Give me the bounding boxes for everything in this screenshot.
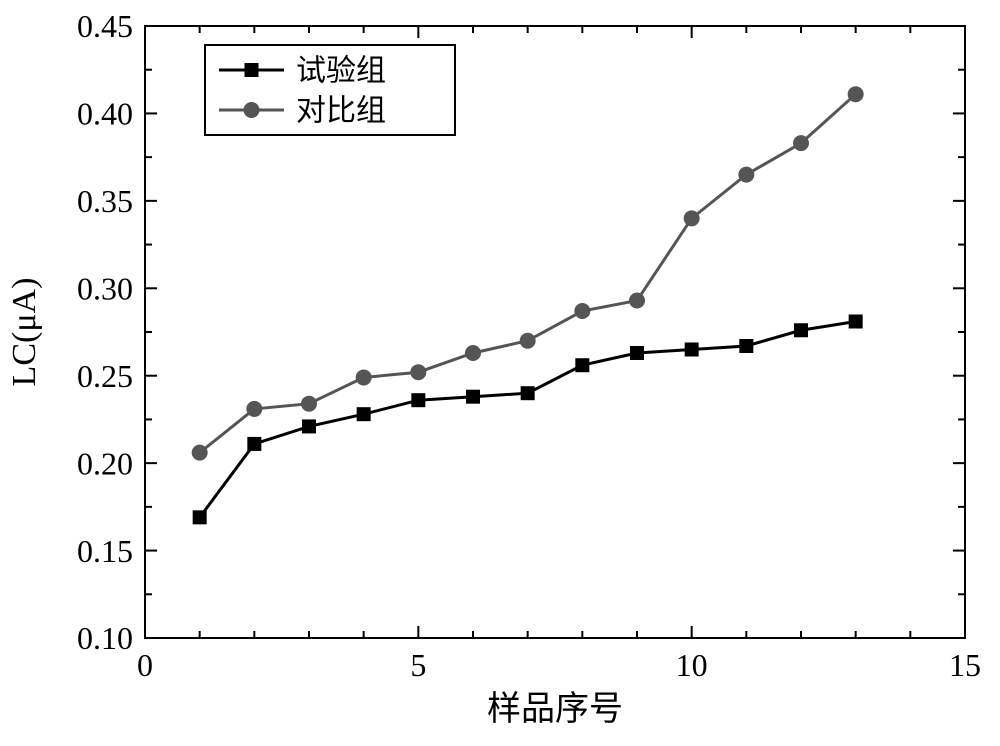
marker-ctrl [684,210,700,226]
marker-ctrl [848,86,864,102]
legend-marker-ctrl [244,102,260,118]
marker-ctrl [520,333,536,349]
marker-ctrl [738,167,754,183]
y-tick-label: 0.15 [77,533,133,569]
chart-bg [0,0,1000,746]
y-tick-label: 0.35 [77,183,133,219]
legend-marker-exp [245,63,259,77]
y-axis-label: LC(μA) [6,278,43,387]
marker-exp [193,510,207,524]
marker-ctrl [301,396,317,412]
marker-exp [466,390,480,404]
y-tick-label: 0.10 [77,620,133,656]
marker-ctrl [629,293,645,309]
marker-ctrl [410,364,426,380]
marker-exp [575,358,589,372]
marker-exp [739,339,753,353]
line-chart: 0 5 10 15 0.10 0.15 0.20 0.25 0.30 0.35 0.40 0.45 样品… [0,0,1000,746]
marker-exp [630,346,644,360]
marker-exp [521,386,535,400]
marker-exp [849,315,863,329]
y-tick-label: 0.25 [77,358,133,394]
marker-exp [357,407,371,421]
y-tick-label: 0.45 [77,8,133,44]
x-tick-label: 10 [676,647,708,683]
marker-exp [247,437,261,451]
x-tick-label: 15 [949,647,981,683]
marker-ctrl [574,303,590,319]
y-tick-label: 0.20 [77,445,133,481]
y-tick-label: 0.30 [77,270,133,306]
marker-ctrl [356,369,372,385]
legend-label-ctrl: 对比组 [296,95,386,128]
marker-ctrl [192,445,208,461]
marker-ctrl [465,345,481,361]
y-tick-label: 0.40 [77,96,133,132]
x-axis-label: 样品序号 [487,690,623,728]
marker-exp [794,323,808,337]
legend-label-exp: 试验组 [296,55,386,88]
marker-exp [302,419,316,433]
x-tick-label: 0 [137,647,153,683]
marker-ctrl [793,135,809,151]
marker-ctrl [246,401,262,417]
marker-exp [411,393,425,407]
marker-exp [685,342,699,356]
chart-container: 0 5 10 15 0.10 0.15 0.20 0.25 0.30 0.35 0.40 0.45 样品… [0,0,1000,746]
x-tick-label: 5 [410,647,426,683]
